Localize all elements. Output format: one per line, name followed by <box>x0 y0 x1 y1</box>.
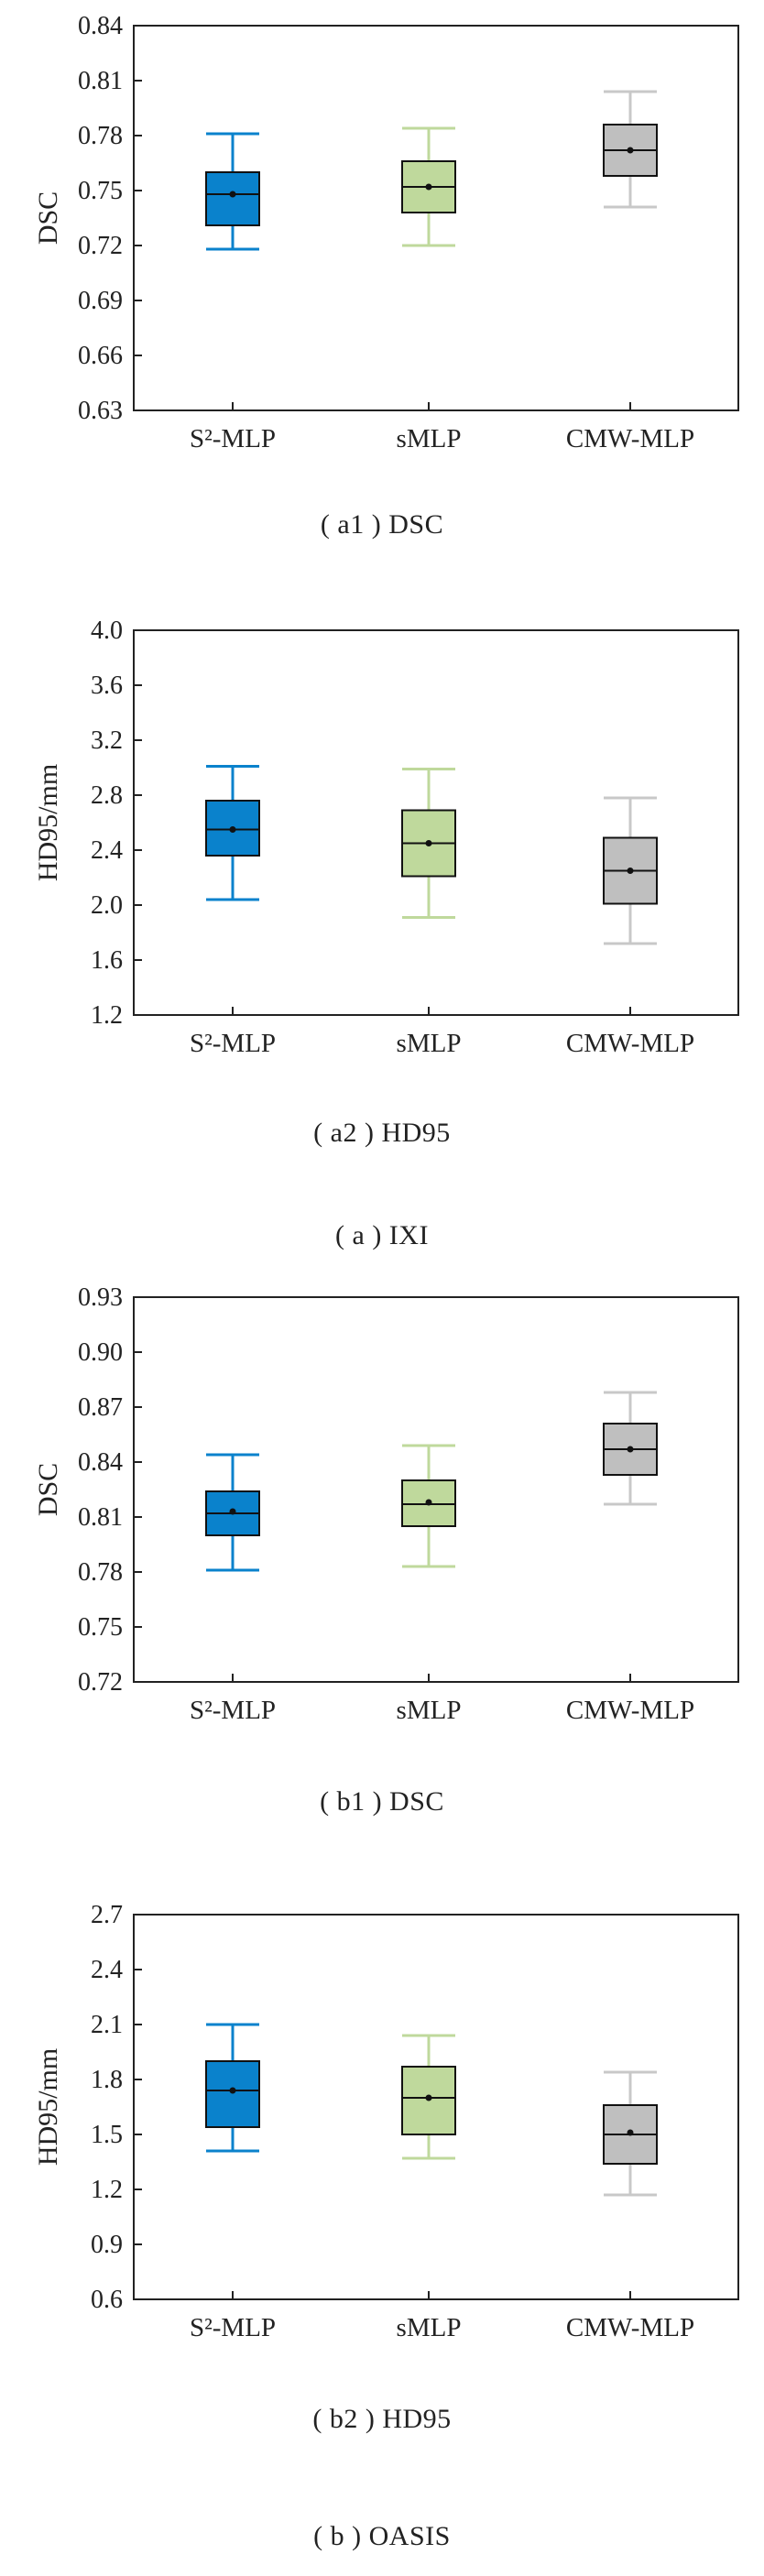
y-tick-label: 1.2 <box>91 1001 123 1030</box>
y-tick-label: 3.6 <box>91 671 123 700</box>
y-tick-label: 0.90 <box>78 1338 123 1367</box>
chart-a1-dsc: 0.63 0.66 0.69 0.72 0.75 0.78 0.81 0.84 DSC S²-ML… <box>33 12 739 449</box>
y-axis-label: DSC <box>33 1463 63 1516</box>
x-tick-label-cmwmlp: CMW-MLP <box>566 424 694 449</box>
y-tick-label: 0.72 <box>78 1668 123 1697</box>
mean-marker-cmwmlp <box>627 868 634 874</box>
mean-marker-s2mlp <box>229 2087 236 2094</box>
mean-marker-cmwmlp <box>627 1446 634 1453</box>
caption-section-b: ( b ) OASIS <box>313 2521 451 2551</box>
x-tick-label-cmwmlp: CMW-MLP <box>566 1029 694 1053</box>
mean-marker-s2mlp <box>229 1508 236 1515</box>
caption-b1: ( b1 ) DSC <box>320 1786 444 1817</box>
box-s2mlp <box>205 171 260 226</box>
y-tick-label: 0.78 <box>78 122 123 150</box>
y-tick-label: 0.75 <box>78 177 123 205</box>
mean-marker-s2mlp <box>229 826 236 833</box>
y-tick-label: 0.87 <box>78 1393 123 1422</box>
y-tick-label: 2.7 <box>91 1901 123 1929</box>
caption-a1: ( a1 ) DSC <box>320 509 444 540</box>
y-tick-label: 0.66 <box>78 342 123 370</box>
y-tick-label: 0.69 <box>78 287 123 315</box>
caption-section-a: ( a ) IXI <box>335 1220 429 1250</box>
y-tick-label: 2.0 <box>91 891 123 920</box>
mean-marker-smlp <box>425 183 432 191</box>
y-tick-label: 0.72 <box>78 232 123 260</box>
y-tick-label: 0.63 <box>78 397 123 425</box>
y-tick-label: 0.84 <box>78 12 123 40</box>
y-tick-label: 1.5 <box>91 2121 123 2149</box>
mean-marker-cmwmlp <box>627 147 634 154</box>
x-tick-label-smlp: sMLP <box>397 2313 462 2338</box>
y-tick-label: 0.9 <box>91 2231 123 2259</box>
y-tick-label: 1.8 <box>91 2066 123 2094</box>
y-tick-label: 2.1 <box>91 2011 123 2039</box>
chart-b1-dsc: 0.72 0.75 0.78 0.81 0.84 0.87 0.90 0.93 DSC S²-ML… <box>33 1283 739 1720</box>
y-tick-label: 0.84 <box>78 1448 123 1477</box>
chart-a2-hd95: 1.2 1.6 2.0 2.4 2.8 3.2 3.6 4.0 HD95/mm S²-MLP sML… <box>33 617 739 1053</box>
y-tick-label: 0.78 <box>78 1558 123 1587</box>
y-tick-label: 3.2 <box>91 726 123 755</box>
y-tick-label: 0.81 <box>78 1503 123 1532</box>
y-axis-label: HD95/mm <box>33 764 63 881</box>
mean-marker-s2mlp <box>229 191 236 198</box>
plot-frame <box>133 629 739 1016</box>
y-tick-label: 1.2 <box>91 2176 123 2204</box>
x-tick-label-s2mlp: S²-MLP <box>190 1029 276 1053</box>
caption-a2: ( a2 ) HD95 <box>313 1118 451 1148</box>
x-tick-label-smlp: sMLP <box>397 1029 462 1053</box>
y-tick-label: 0.6 <box>91 2286 123 2314</box>
caption-b2: ( b2 ) HD95 <box>312 2404 452 2434</box>
y-axis-label: DSC <box>33 191 63 245</box>
plot-frame <box>133 1296 739 1683</box>
y-tick-label: 0.93 <box>78 1283 123 1312</box>
y-tick-label: 2.4 <box>91 836 123 865</box>
y-tick-label: 2.4 <box>91 1956 123 1984</box>
x-tick-label-cmwmlp: CMW-MLP <box>566 1696 694 1720</box>
x-tick-label-s2mlp: S²-MLP <box>190 1696 276 1720</box>
x-tick-label-s2mlp: S²-MLP <box>190 2313 276 2338</box>
x-tick-label-cmwmlp: CMW-MLP <box>566 2313 694 2338</box>
y-tick-label: 2.8 <box>91 781 123 810</box>
mean-marker-smlp <box>425 1499 432 1506</box>
mean-marker-smlp <box>425 840 432 846</box>
y-tick-label: 0.75 <box>78 1613 123 1642</box>
mean-marker-smlp <box>425 2094 432 2101</box>
plot-frame <box>133 1914 739 2300</box>
plot-frame <box>133 25 739 411</box>
box-s2mlp <box>205 2060 260 2128</box>
mean-marker-cmwmlp <box>627 2129 634 2136</box>
y-tick-label: 4.0 <box>91 617 123 645</box>
y-tick-label: 0.81 <box>78 67 123 95</box>
x-tick-label-s2mlp: S²-MLP <box>190 424 276 449</box>
y-tick-label: 1.6 <box>91 946 123 975</box>
chart-b2-hd95: 0.6 0.9 1.2 1.5 1.8 2.1 2.4 2.7 HD95/mm S²-MLP sML… <box>33 1901 739 2338</box>
y-axis-label: HD95/mm <box>33 2048 63 2166</box>
x-tick-label-smlp: sMLP <box>397 424 462 449</box>
x-tick-label-smlp: sMLP <box>397 1696 462 1720</box>
